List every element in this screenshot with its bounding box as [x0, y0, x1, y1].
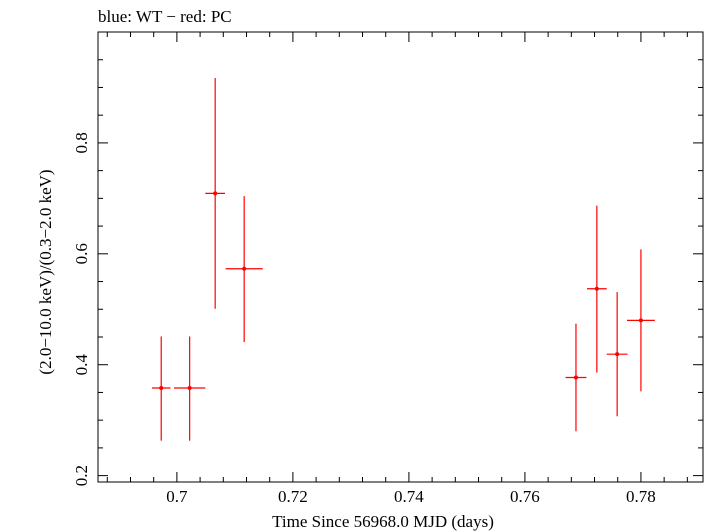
point-marker	[594, 286, 599, 291]
y-axis-label: (2.0−10.0 keV)/(0.3−2.0 keV)	[36, 169, 55, 374]
point-marker	[159, 386, 164, 391]
point-marker	[213, 191, 218, 196]
point-marker	[242, 266, 247, 271]
y-tick-label: 0.6	[72, 243, 91, 264]
x-axis-ticks	[106, 32, 688, 482]
y-axis-ticks	[98, 59, 703, 477]
y-tick-label: 0.2	[72, 465, 91, 486]
chart-title: blue: WT − red: PC	[98, 7, 232, 26]
plot-frame	[97, 31, 704, 483]
x-tick-label: 0.74	[394, 487, 424, 506]
data-point	[173, 336, 206, 441]
x-axis-tick-labels: 0.7 0.72 0.74 0.76 0.78	[166, 487, 656, 506]
point-marker	[615, 352, 620, 357]
y-tick-label: 0.4	[72, 354, 91, 376]
data-point	[627, 249, 655, 392]
x-tick-label: 0.72	[278, 487, 308, 506]
x-tick-label: 0.78	[626, 487, 656, 506]
x-axis-label: Time Since 56968.0 MJD (days)	[272, 512, 494, 531]
data-point	[151, 336, 171, 441]
data-point	[565, 323, 587, 432]
data-point	[205, 78, 226, 309]
data-points	[151, 78, 655, 441]
y-axis-tick-labels: 0.2 0.4 0.6 0.8	[72, 132, 91, 486]
point-marker	[187, 386, 192, 391]
data-point	[606, 292, 628, 417]
x-tick-label: 0.7	[166, 487, 188, 506]
point-marker	[638, 318, 643, 323]
data-point	[586, 205, 607, 373]
point-marker	[573, 375, 578, 380]
data-point	[225, 196, 263, 342]
x-tick-label: 0.76	[510, 487, 540, 506]
y-tick-label: 0.8	[72, 132, 91, 153]
